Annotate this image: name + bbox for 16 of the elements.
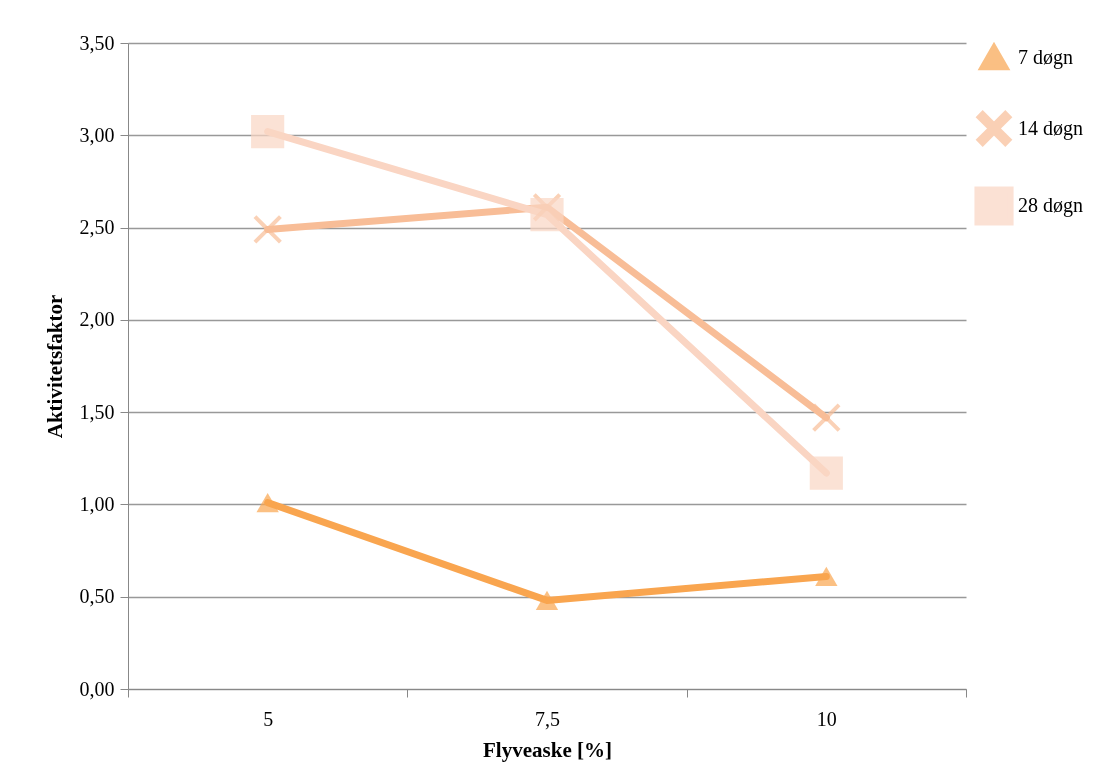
y-tick-label: 0,00 — [79, 677, 115, 700]
legend-label: 28 døgn — [1018, 194, 1083, 217]
y-tick-label: 2,00 — [79, 308, 115, 331]
y-tick-label: 3,50 — [79, 31, 115, 54]
y-axis-title: Aktivitetsfaktor — [42, 294, 67, 439]
y-tick-label: 0,50 — [79, 585, 115, 608]
x-tick-label: 10 — [816, 707, 837, 730]
x-axis-title: Flyveaske [%] — [483, 737, 612, 762]
y-tick-label: 3,00 — [79, 123, 115, 146]
legend-label: 7 døgn — [1018, 45, 1073, 69]
y-tick-label: 1,00 — [79, 492, 115, 515]
legend-label: 14 døgn — [1018, 116, 1083, 140]
x-tick-label: 7,5 — [535, 707, 560, 730]
y-tick-label: 1,50 — [79, 400, 115, 423]
y-tick-label: 2,50 — [79, 216, 115, 239]
x-tick-label: 5 — [263, 707, 274, 730]
